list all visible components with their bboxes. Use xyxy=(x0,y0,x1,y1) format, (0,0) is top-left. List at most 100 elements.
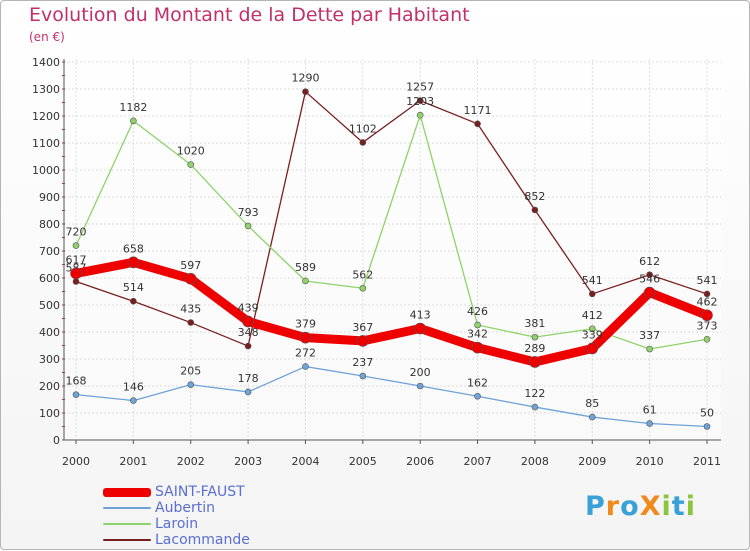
data-label-laroin: 793 xyxy=(238,206,259,219)
data-point-lacommande xyxy=(130,297,137,305)
x-tick-label: 2010 xyxy=(636,455,664,468)
data-label-aubertin: 168 xyxy=(66,375,87,388)
data-point-laroin xyxy=(531,333,539,341)
data-label-lacommande: 1257 xyxy=(406,81,434,94)
chart-title: Evolution du Montant de la Dette par Hab… xyxy=(29,4,470,26)
legend-label-aubertin: Aubertin xyxy=(155,500,215,516)
data-label-lacommande: 852 xyxy=(524,190,545,203)
data-point-saint-faust xyxy=(242,315,254,328)
y-tick-label: 900 xyxy=(39,191,60,204)
data-point-laroin xyxy=(302,277,309,285)
data-point-aubertin xyxy=(359,372,367,380)
data-label-laroin: 381 xyxy=(524,317,545,330)
data-point-saint-faust xyxy=(471,341,484,354)
data-label-saint-faust: 617 xyxy=(66,253,87,266)
data-label-aubertin: 272 xyxy=(295,347,316,360)
legend-label-lacommande: Lacommande xyxy=(155,532,250,548)
series-line-lacommande xyxy=(75,91,708,347)
data-label-aubertin: 237 xyxy=(352,356,373,369)
legend-swatch-lacommande xyxy=(103,539,151,541)
y-tick-label: 100 xyxy=(39,407,60,420)
data-point-laroin xyxy=(588,325,596,333)
data-label-laroin: 720 xyxy=(66,226,87,239)
data-point-laroin xyxy=(359,284,367,292)
x-tick-label: 2000 xyxy=(62,455,90,468)
data-label-aubertin: 85 xyxy=(585,397,599,410)
data-point-lacommande xyxy=(588,290,596,298)
logo-letter: P xyxy=(585,491,606,522)
x-tick-label: 2002 xyxy=(177,455,205,468)
data-label-laroin: 412 xyxy=(582,309,603,322)
data-point-saint-faust xyxy=(70,267,82,280)
data-point-saint-faust xyxy=(414,322,426,335)
data-point-lacommande xyxy=(474,120,481,128)
logo-letter: r xyxy=(605,491,621,522)
data-point-lacommande xyxy=(187,319,195,326)
data-label-laroin: 337 xyxy=(639,329,660,342)
data-label-lacommande: 1290 xyxy=(291,72,319,85)
data-point-aubertin xyxy=(72,391,80,398)
data-label-aubertin: 122 xyxy=(524,387,545,400)
y-tick-label: 300 xyxy=(39,353,60,366)
data-label-saint-faust: 546 xyxy=(639,273,660,286)
logo-letter: i xyxy=(661,491,672,522)
data-point-lacommande xyxy=(703,290,711,298)
x-tick-label: 2007 xyxy=(464,455,492,468)
logo-letter: t xyxy=(671,491,686,522)
data-point-lacommande xyxy=(302,88,309,95)
data-label-saint-faust: 597 xyxy=(180,259,201,272)
legend-swatch-saint-faust xyxy=(103,488,151,497)
data-label-laroin: 426 xyxy=(467,305,488,318)
series-line-saint-faust xyxy=(71,257,712,367)
data-label-saint-faust: 379 xyxy=(295,318,316,331)
data-label-laroin: 589 xyxy=(295,261,316,274)
y-tick-label: 600 xyxy=(39,272,60,285)
data-label-laroin: 373 xyxy=(697,319,718,332)
data-point-saint-faust xyxy=(299,331,312,344)
data-point-lacommande xyxy=(531,206,539,214)
data-label-aubertin: 200 xyxy=(410,366,431,379)
data-point-aubertin xyxy=(130,397,137,404)
data-point-laroin xyxy=(130,117,137,125)
data-point-aubertin xyxy=(244,388,252,396)
logo-letter: i xyxy=(685,491,696,522)
series-line-laroin xyxy=(75,114,708,350)
data-point-laroin xyxy=(72,242,80,249)
y-tick-label: 500 xyxy=(39,299,60,312)
legend-label-saint-faust: SAINT-FAUST xyxy=(155,484,245,500)
data-label-laroin: 1182 xyxy=(119,101,147,114)
data-point-lacommande xyxy=(244,342,252,350)
x-tick-label: 2011 xyxy=(693,455,721,468)
data-point-aubertin xyxy=(302,363,309,370)
x-tick-label: 2001 xyxy=(119,455,147,468)
logo-letter: o xyxy=(620,491,640,522)
data-label-lacommande: 1171 xyxy=(464,104,492,117)
data-label-lacommande: 348 xyxy=(238,326,259,339)
logo-letter: X xyxy=(639,491,662,522)
proxiti-logo: ProXiti xyxy=(585,491,696,522)
legend-swatch-laroin xyxy=(103,523,151,525)
data-label-saint-faust: 439 xyxy=(238,301,259,314)
chart-subtitle: (en €) xyxy=(29,30,65,44)
data-label-aubertin: 50 xyxy=(700,407,714,420)
data-label-saint-faust: 339 xyxy=(582,328,603,341)
y-tick-label: 1200 xyxy=(32,110,60,123)
y-tick-label: 200 xyxy=(39,380,60,393)
y-tick-label: 1300 xyxy=(32,83,60,96)
y-tick-label: 1400 xyxy=(32,56,60,69)
data-label-lacommande: 541 xyxy=(697,274,718,287)
data-label-laroin: 1203 xyxy=(406,95,434,108)
data-label-aubertin: 162 xyxy=(467,376,488,389)
x-tick-label: 2006 xyxy=(406,455,434,468)
data-point-saint-faust xyxy=(586,342,599,355)
data-point-aubertin xyxy=(703,423,711,430)
x-tick-label: 2003 xyxy=(234,455,262,468)
data-label-aubertin: 178 xyxy=(238,372,259,385)
data-point-lacommande xyxy=(646,271,653,279)
x-tick-label: 2008 xyxy=(521,455,549,468)
data-label-lacommande: 612 xyxy=(639,255,660,268)
x-tick-label: 2009 xyxy=(578,455,606,468)
data-point-aubertin xyxy=(416,382,424,390)
